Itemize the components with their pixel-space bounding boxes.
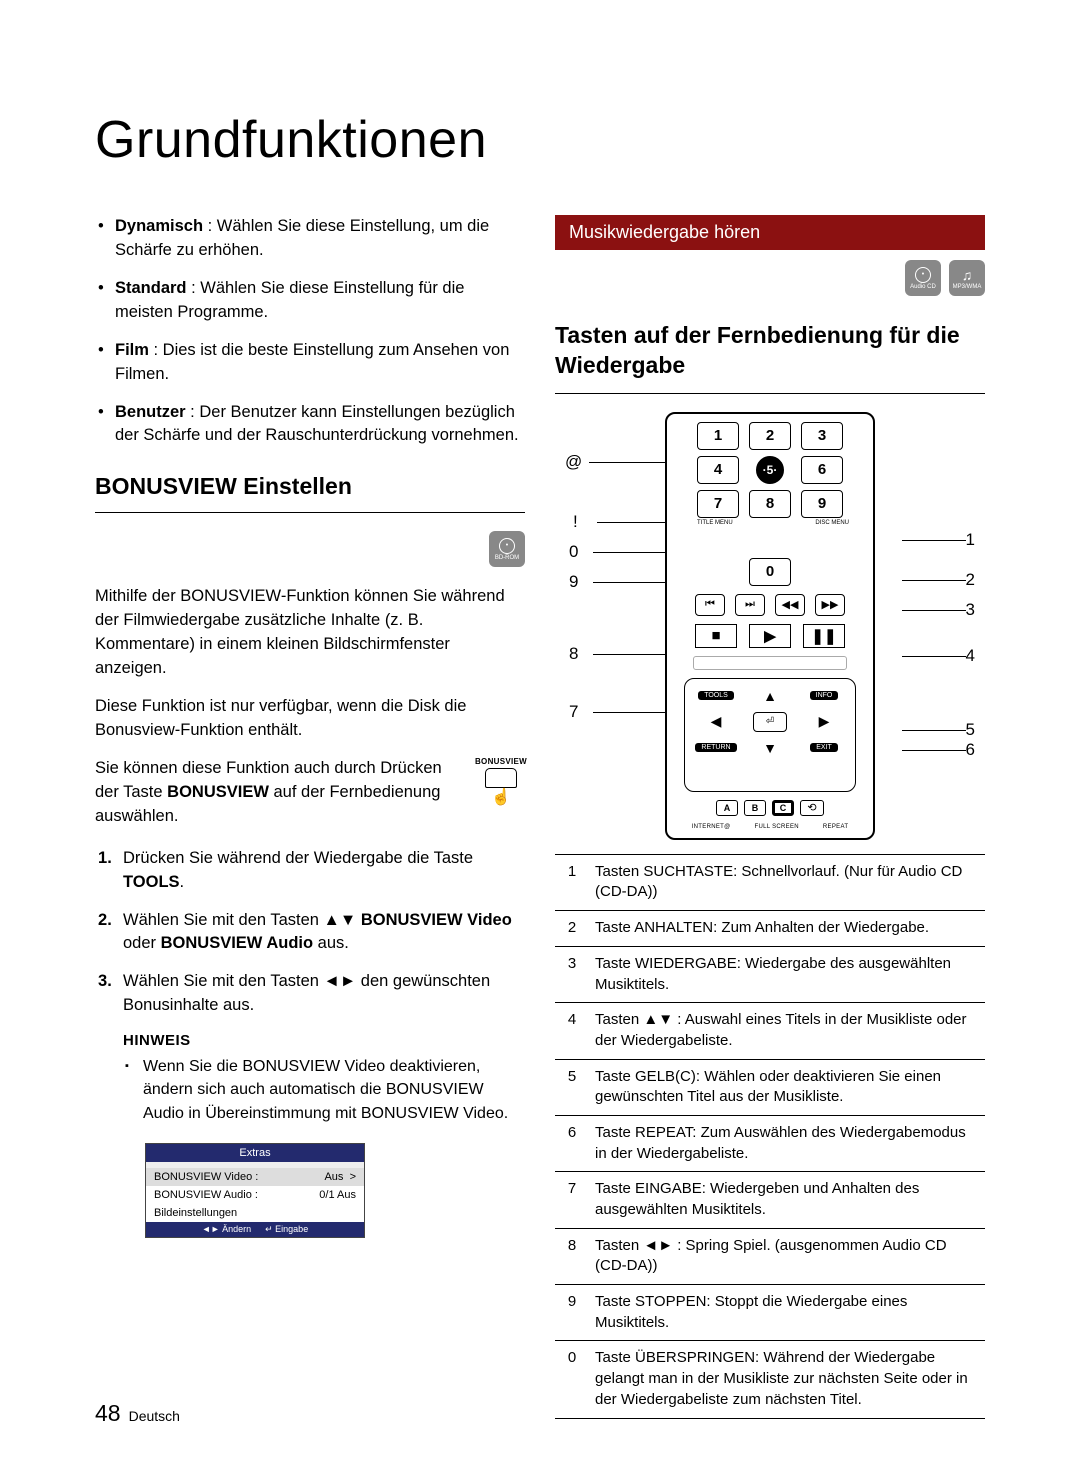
page-title: Grundfunktionen bbox=[95, 110, 985, 170]
extras-row: BONUSVIEW Video : Aus > bbox=[146, 1168, 364, 1186]
table-row: 0Taste ÜBERSPRINGEN: Während der Wiederg… bbox=[555, 1341, 985, 1418]
callout-right: 2 bbox=[966, 570, 975, 590]
transport-row: ⏮ ⏭ ◀◀ ▶▶ bbox=[695, 594, 845, 616]
key: 6 bbox=[801, 456, 843, 484]
key: 2 bbox=[749, 422, 791, 450]
rule bbox=[95, 512, 525, 513]
list-item: Benutzer : Der Benutzer kann Einstellung… bbox=[95, 401, 525, 449]
key: 8 bbox=[749, 490, 791, 518]
extras-osd-box: Extras BONUSVIEW Video : Aus > BONUSVIEW… bbox=[145, 1143, 365, 1238]
hinweis-text: Wenn Sie die BONUSVIEW Video deaktiviere… bbox=[95, 1055, 525, 1125]
bonusview-note: Sie können diese Funktion auch durch Drü… bbox=[95, 757, 525, 829]
table-row: 7Taste EINGABE: Wiedergeben und Anhalten… bbox=[555, 1172, 985, 1228]
callout-right: 4 bbox=[966, 646, 975, 666]
rule bbox=[555, 393, 985, 394]
callout-right: 3 bbox=[966, 600, 975, 620]
hinweis-label: HINWEIS bbox=[123, 1032, 525, 1049]
remote-heading: Tasten auf der Fernbedienung für die Wie… bbox=[555, 321, 985, 381]
step-item: Drücken Sie während der Wiedergabe die T… bbox=[95, 847, 525, 895]
picture-mode-list: Dynamisch : Wählen Sie diese Einstellung… bbox=[95, 215, 525, 448]
table-row: 6Taste REPEAT: Zum Auswählen des Wiederg… bbox=[555, 1115, 985, 1171]
key: ·5· bbox=[756, 456, 784, 484]
list-item: Film : Dies ist die beste Einstellung zu… bbox=[95, 339, 525, 387]
callout-right: 1 bbox=[966, 530, 975, 550]
bonusview-button-icon: BONUSVIEW ☝ bbox=[477, 757, 525, 806]
prev-icon: ⏮ bbox=[695, 594, 725, 616]
tiny-labels: INTERNET@ FULL SCREEN REPEAT bbox=[692, 824, 849, 830]
pause-icon: ❚❚ bbox=[803, 624, 845, 648]
function-table: 1Tasten SUCHTASTE: Schnellvorlauf. (Nur … bbox=[555, 854, 985, 1419]
mp3-badge: ♫ MP3/WMA bbox=[949, 260, 985, 296]
table-row: 9Taste STOPPEN: Stoppt die Wiedergabe ei… bbox=[555, 1285, 985, 1341]
key: 1 bbox=[697, 422, 739, 450]
next-icon: ⏭ bbox=[735, 594, 765, 616]
page-footer: 48 Deutsch bbox=[95, 1400, 180, 1427]
rewind-icon: ◀◀ bbox=[775, 594, 805, 616]
extras-title: Extras bbox=[146, 1144, 364, 1162]
step-item: Wählen Sie mit den Tasten ▲▼ BONUSVIEW V… bbox=[95, 909, 525, 957]
key: 0 bbox=[749, 558, 791, 586]
table-row: 3Taste WIEDERGABE: Wiedergabe des ausgew… bbox=[555, 946, 985, 1002]
table-row: 8Tasten ◄► : Spring Spiel. (ausgenommen … bbox=[555, 1228, 985, 1284]
keypad: 1 2 3 4 ·5· 6 7 8 9 TITLE MENUDISC MENU … bbox=[697, 422, 843, 586]
play-icon: ▶ bbox=[749, 624, 791, 648]
callout-right: 6 bbox=[966, 740, 975, 760]
key: 4 bbox=[697, 456, 739, 484]
table-row: 1Tasten SUCHTASTE: Schnellvorlauf. (Nur … bbox=[555, 854, 985, 910]
key: 7 bbox=[697, 490, 739, 518]
bdrom-badge: BD-ROM bbox=[489, 531, 525, 567]
right-arrow-icon: ▶ bbox=[819, 713, 830, 730]
step-item: Wählen Sie mit den Tasten ◄► den gewünsc… bbox=[95, 970, 525, 1018]
music-banner: Musikwiedergabe hören bbox=[555, 215, 985, 250]
control-row: ■ ▶ ❚❚ bbox=[695, 624, 845, 648]
list-item: Standard : Wählen Sie diese Einstellung … bbox=[95, 277, 525, 325]
extras-row: BONUSVIEW Audio : 0/1 Aus bbox=[146, 1186, 364, 1204]
left-column: Dynamisch : Wählen Sie diese Einstellung… bbox=[95, 215, 525, 1419]
stop-icon: ■ bbox=[695, 624, 737, 648]
callout-right: 5 bbox=[966, 720, 975, 740]
list-item: Dynamisch : Wählen Sie diese Einstellung… bbox=[95, 215, 525, 263]
right-column: Musikwiedergabe hören Audio CD ♫ MP3/WMA… bbox=[555, 215, 985, 1419]
enter-icon: ⏎ bbox=[753, 712, 787, 732]
table-row: 5Taste GELB(C): Wählen oder deaktivieren… bbox=[555, 1059, 985, 1115]
table-row: 4Tasten ▲▼ : Auswahl eines Titels in der… bbox=[555, 1003, 985, 1059]
callout-left: 8 bbox=[569, 644, 578, 664]
remote-diagram: @ ! 0 9 8 7 1 2 3 4 ·5· 6 7 8 9 TITLE ME… bbox=[555, 412, 985, 840]
down-arrow-icon: ▼ bbox=[763, 740, 777, 756]
color-b-button: B bbox=[744, 800, 766, 816]
bonusview-heading: BONUSVIEW Einstellen bbox=[95, 473, 525, 500]
step-list: Drücken Sie während der Wiedergabe die T… bbox=[95, 847, 525, 1019]
page-lang: Deutsch bbox=[129, 1408, 180, 1424]
extras-row: Bildeinstellungen bbox=[146, 1204, 364, 1222]
page-number: 48 bbox=[95, 1400, 121, 1427]
callout-left: 0 bbox=[569, 542, 578, 562]
color-button-row: A B C ⟲ bbox=[716, 800, 824, 816]
color-a-button: A bbox=[716, 800, 738, 816]
callout-left: 7 bbox=[569, 702, 578, 722]
up-arrow-icon: ▲ bbox=[763, 688, 777, 704]
callout-left: ! bbox=[573, 512, 578, 532]
ffwd-icon: ▶▶ bbox=[815, 594, 845, 616]
key: 3 bbox=[801, 422, 843, 450]
left-arrow-icon: ◀ bbox=[711, 713, 722, 730]
body-text: Mithilfe der BONUSVIEW-Funktion können S… bbox=[95, 585, 525, 681]
key: 9 bbox=[801, 490, 843, 518]
extras-footer: ◄► Ändern ↵ Eingabe bbox=[146, 1222, 364, 1237]
repeat-icon: ⟲ bbox=[800, 800, 824, 816]
color-c-button: C bbox=[772, 800, 794, 816]
callout-left: 9 bbox=[569, 572, 578, 592]
nav-cluster: TOOLS ▲ INFO ◀ ⏎ ▶ RETURN ▼ EXIT bbox=[684, 678, 856, 792]
audiocd-badge: Audio CD bbox=[905, 260, 941, 296]
disc-slot bbox=[693, 656, 847, 670]
table-row: 2Taste ANHALTEN: Zum Anhalten der Wieder… bbox=[555, 911, 985, 947]
callout-left: @ bbox=[565, 452, 582, 472]
body-text: Diese Funktion ist nur verfügbar, wenn d… bbox=[95, 695, 525, 743]
